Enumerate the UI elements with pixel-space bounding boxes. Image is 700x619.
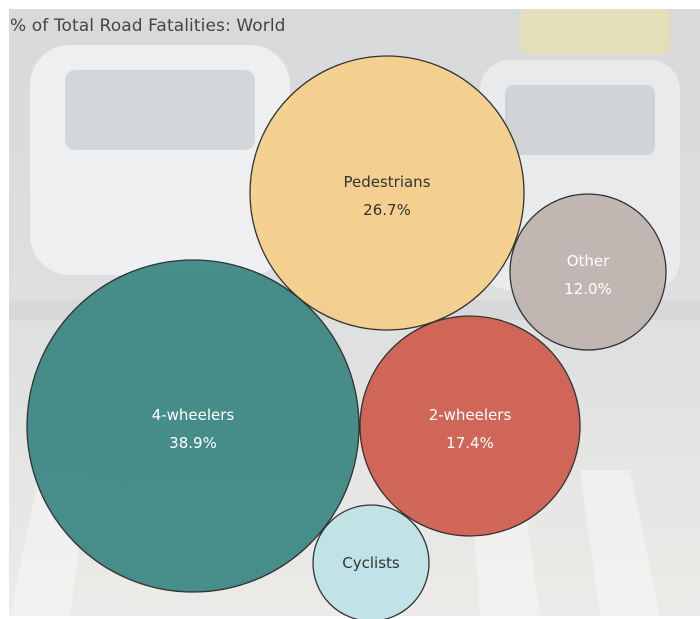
bubble-other[interactable]: Other 12.0% — [509, 193, 667, 351]
bubble-cyclists[interactable]: Cyclists — [312, 504, 430, 619]
bubble-circle-other[interactable] — [509, 193, 667, 351]
bubble-category-label-pedestrians: Pedestrians — [343, 173, 430, 191]
bubble-circle-2-wheelers[interactable] — [359, 315, 581, 537]
chart-title: % of Total Road Fatalities: World — [10, 16, 286, 36]
bubble-category-label-4-wheelers: 4-wheelers — [152, 406, 235, 424]
bubble-circle-pedestrians[interactable] — [249, 55, 525, 331]
bubble-value-label-2-wheelers: 17.4% — [446, 434, 494, 452]
bubble-value-label-pedestrians: 26.7% — [363, 201, 411, 219]
bubble-circle-cyclists[interactable] — [312, 504, 430, 619]
bubble-category-label-2-wheelers: 2-wheelers — [429, 406, 512, 424]
bubble-category-label-other: Other — [567, 252, 610, 270]
bubble-pedestrians[interactable]: Pedestrians 26.7% — [249, 55, 525, 331]
bubble-category-label-cyclists: Cyclists — [342, 554, 400, 572]
bubble-value-label-4-wheelers: 38.9% — [169, 434, 217, 452]
bubble-4-wheelers[interactable]: 4-wheelers 38.9% — [26, 259, 360, 593]
bubble-2-wheelers[interactable]: 2-wheelers 17.4% — [359, 315, 581, 537]
bubble-circle-4-wheelers[interactable] — [26, 259, 360, 593]
bubble-value-label-other: 12.0% — [564, 280, 612, 298]
